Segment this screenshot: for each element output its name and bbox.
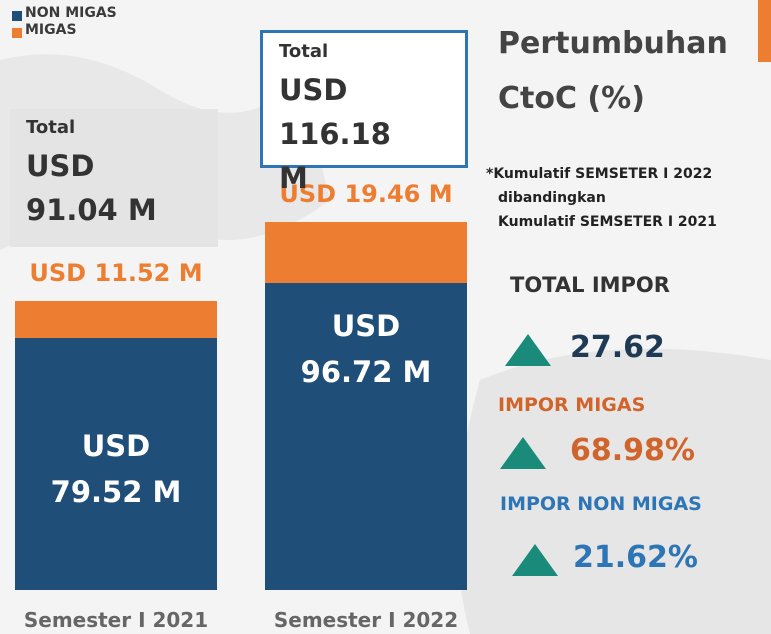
legend-swatch (12, 28, 22, 38)
growth-label: IMPOR MIGAS (498, 394, 646, 416)
value-label: USD 19.46 M (279, 179, 453, 208)
total-box: Total USD 116.18 M (260, 29, 468, 195)
growth-title: CtoC (%) (498, 81, 645, 116)
value-label: USD 79.52 M (50, 428, 182, 509)
total-title: Total (279, 40, 329, 62)
bar-segment (265, 283, 467, 590)
growth-label: IMPOR NON MIGAS (500, 493, 702, 515)
bar-segment (265, 221, 467, 284)
value-label: USD 11.52 M (29, 259, 203, 288)
bar-segment (15, 301, 217, 338)
growth-title: Pertumbuhan (498, 26, 728, 61)
bar-segment (15, 337, 217, 590)
legend-label: MIGAS (25, 22, 77, 38)
category-label: Semester I 2021 (23, 608, 209, 632)
value-label: USD 96.72 M (300, 309, 432, 390)
total-label: USD 91.04 M (26, 149, 157, 228)
note: *Kumulatif SEMSETER I 2022 (486, 166, 713, 182)
note: Kumulatif SEMSETER I 2021 (498, 214, 717, 230)
total-box: Total USD 91.04 M (10, 109, 218, 248)
legend-swatch (12, 11, 22, 21)
growth-value: 21.62% (573, 540, 698, 575)
category-label: Semester I 2022 (273, 608, 459, 632)
up-triangle (500, 437, 546, 469)
total-label: USD 116.18 M (279, 72, 391, 195)
total-title: Total (26, 117, 76, 139)
note: dibandingkan (498, 190, 606, 206)
up-triangle (505, 334, 551, 366)
growth-value: 27.62 (570, 330, 665, 365)
legend-label: NON MIGAS (25, 5, 117, 21)
up-triangle (512, 544, 558, 576)
growth-value: 68.98% (570, 433, 695, 468)
growth-label: TOTAL IMPOR (510, 273, 670, 297)
